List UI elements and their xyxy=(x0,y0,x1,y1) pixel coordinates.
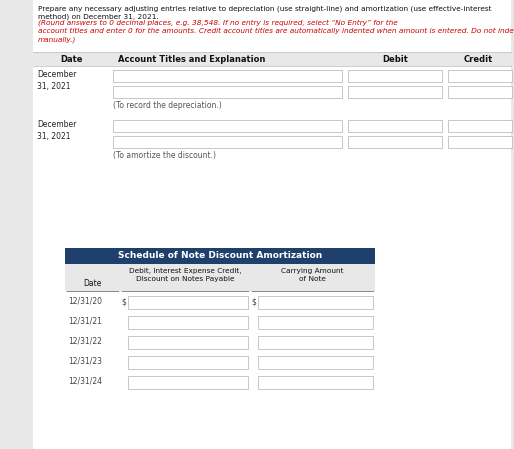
Text: $: $ xyxy=(121,298,126,307)
Bar xyxy=(258,376,373,389)
Bar xyxy=(448,120,512,132)
Text: December
31, 2021: December 31, 2021 xyxy=(37,120,77,141)
Bar xyxy=(128,296,248,309)
Bar xyxy=(113,86,342,98)
Text: Date: Date xyxy=(83,279,102,288)
Text: Schedule of Note Discount Amortization: Schedule of Note Discount Amortization xyxy=(118,251,322,260)
Text: Prepare any necessary adjusting entries relative to depreciation (use straight-l: Prepare any necessary adjusting entries … xyxy=(38,5,491,20)
Text: Debit, Interest Expense Credit,
Discount on Notes Payable: Debit, Interest Expense Credit, Discount… xyxy=(128,268,241,282)
Bar xyxy=(65,264,375,292)
Bar xyxy=(348,136,442,148)
Bar xyxy=(258,356,373,369)
Bar xyxy=(113,70,342,82)
Bar xyxy=(65,248,375,264)
Bar xyxy=(113,120,342,132)
Text: Debit: Debit xyxy=(382,54,408,63)
Text: (To record the depreciation.): (To record the depreciation.) xyxy=(113,101,222,110)
Bar xyxy=(128,336,248,349)
Text: Date: Date xyxy=(60,54,83,63)
Bar xyxy=(128,356,248,369)
Bar xyxy=(113,136,342,148)
Text: Account Titles and Explanation: Account Titles and Explanation xyxy=(118,54,265,63)
Text: 12/31/20: 12/31/20 xyxy=(68,297,102,306)
Bar xyxy=(33,52,511,66)
Bar xyxy=(258,296,373,309)
Bar xyxy=(258,316,373,329)
Text: 12/31/21: 12/31/21 xyxy=(68,317,102,326)
Text: (Round answers to 0 decimal places, e.g. 38,548. If no entry is required, select: (Round answers to 0 decimal places, e.g.… xyxy=(38,19,514,43)
Text: Carrying Amount
of Note: Carrying Amount of Note xyxy=(281,268,344,282)
Text: (To amortize the discount.): (To amortize the discount.) xyxy=(113,151,216,160)
Text: Credit: Credit xyxy=(464,54,492,63)
Bar xyxy=(128,316,248,329)
Bar xyxy=(448,136,512,148)
Bar xyxy=(448,86,512,98)
Text: 12/31/24: 12/31/24 xyxy=(68,377,102,386)
Text: 12/31/22: 12/31/22 xyxy=(68,337,102,346)
Bar xyxy=(258,336,373,349)
Text: 12/31/23: 12/31/23 xyxy=(68,357,102,366)
Bar xyxy=(348,70,442,82)
Bar xyxy=(348,120,442,132)
Bar xyxy=(128,376,248,389)
Text: $: $ xyxy=(251,298,256,307)
Text: December
31, 2021: December 31, 2021 xyxy=(37,70,77,91)
Bar xyxy=(448,70,512,82)
Bar xyxy=(348,86,442,98)
